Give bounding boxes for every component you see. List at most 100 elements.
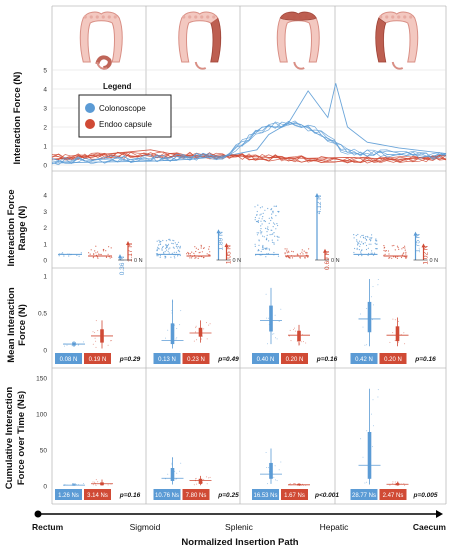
range-point-colonoscope (172, 239, 174, 241)
range-point-colonoscope (368, 252, 370, 255)
range-point-capsule (393, 256, 395, 258)
range-point-capsule (288, 257, 291, 259)
range-point-capsule (200, 244, 202, 246)
range-point-colonoscope (363, 236, 365, 238)
box-point-colonoscope (275, 479, 276, 481)
range-point-colonoscope (164, 257, 166, 259)
range-point-colonoscope (258, 217, 260, 219)
insertion-path: Rectum Sigmoid Splenic Hepatic Caecum No… (32, 510, 446, 548)
value-chip-capsule-text: 2.47 Ns (383, 493, 404, 499)
range-point-capsule (186, 253, 188, 255)
box-point-capsule (208, 324, 210, 326)
range-point-colonoscope (80, 252, 82, 254)
range-point-colonoscope (263, 236, 265, 238)
range-point-colonoscope (273, 232, 275, 234)
box-point-colonoscope (275, 337, 276, 339)
range-point-colonoscope (177, 245, 179, 248)
capsule-trace (51, 151, 447, 164)
box-point-capsule (203, 479, 205, 480)
range-point-capsule (100, 253, 102, 256)
range-arrowhead-colonoscope (216, 229, 221, 234)
range-point-capsule (188, 252, 190, 254)
range-point-capsule (288, 251, 290, 253)
range-point-capsule (383, 249, 385, 252)
range-point-capsule (404, 249, 406, 251)
range-point-colonoscope (356, 248, 358, 250)
range-point-colonoscope (367, 247, 369, 249)
range-point-colonoscope (370, 239, 372, 241)
y-tick-label: 0 (43, 348, 47, 355)
range-point-capsule (405, 257, 407, 259)
range-point-colonoscope (254, 216, 256, 219)
y-tick-label: 150 (36, 376, 47, 383)
range-point-colonoscope (167, 245, 169, 247)
range-point-capsule (383, 245, 385, 247)
range-point-colonoscope (169, 239, 171, 242)
range-point-colonoscope (260, 225, 262, 227)
range-point-colonoscope (365, 248, 368, 251)
range-point-colonoscope (266, 237, 268, 239)
arrow-head (436, 510, 443, 518)
box-point-colonoscope (266, 467, 268, 468)
range-point-capsule (191, 251, 193, 253)
value-chip-colonoscope-text: 0.13 N (158, 357, 176, 363)
range-point-colonoscope (361, 255, 363, 257)
station-splenic: Splenic (225, 522, 254, 532)
range-point-colonoscope (174, 257, 176, 259)
box-point-capsule (394, 340, 396, 341)
range-point-colonoscope (161, 248, 163, 250)
range-point-colonoscope (367, 236, 369, 238)
ylabel-cum-line2: Force over Time (Ns) (16, 391, 27, 485)
range-point-capsule (286, 252, 288, 254)
range-point-capsule (110, 247, 112, 249)
box-point-colonoscope (360, 438, 362, 440)
range-point-colonoscope (271, 217, 273, 220)
haustra (212, 15, 216, 19)
range-arrowhead-capsule (126, 240, 130, 245)
value-chip-capsule-text: 0.23 N (187, 357, 205, 363)
range-label-capsule: 1.17 N (127, 243, 134, 262)
range-point-colonoscope (255, 220, 258, 223)
range-point-colonoscope (173, 240, 175, 242)
y-tick-label: 4 (43, 193, 47, 200)
range-point-colonoscope (170, 256, 172, 258)
box-point-colonoscope (167, 473, 169, 475)
range-point-capsule (397, 246, 399, 249)
range-point-colonoscope (262, 244, 264, 247)
value-chip-colonoscope-text: 1.26 Ns (58, 493, 79, 499)
range-point-colonoscope (367, 254, 369, 257)
range-point-colonoscope (273, 242, 275, 244)
range-point-colonoscope (369, 238, 371, 240)
range-point-capsule (394, 249, 396, 251)
range-point-capsule (284, 248, 286, 250)
range-point-colonoscope (165, 240, 168, 242)
range-point-colonoscope (276, 223, 278, 225)
legend: Legend Colonoscope Endoo capsule (78, 82, 172, 138)
range-point-colonoscope (276, 235, 278, 237)
range-point-colonoscope (267, 207, 269, 210)
range-point-capsule (95, 252, 97, 254)
range-point-capsule (389, 257, 391, 259)
box-point-capsule (392, 318, 394, 320)
range-point-colonoscope (273, 243, 275, 245)
range-point-colonoscope (370, 237, 372, 239)
range-point-colonoscope (254, 206, 256, 208)
box-point-colonoscope (278, 321, 280, 322)
box-point-capsule (94, 337, 96, 339)
colonoscope-trace (51, 120, 447, 166)
ylabel-range-line1: Interaction Force (6, 189, 17, 266)
range-point-capsule (99, 253, 101, 255)
range-point-colonoscope (158, 244, 160, 246)
range-point-colonoscope (371, 234, 373, 236)
range-point-colonoscope (156, 248, 158, 250)
box-point-colonoscope (371, 446, 373, 448)
range-point-colonoscope (256, 234, 259, 236)
range-point-colonoscope (254, 219, 256, 221)
range-point-colonoscope (357, 233, 359, 236)
box-point-capsule (290, 340, 292, 342)
range-point-colonoscope (261, 206, 263, 208)
range-point-colonoscope (165, 249, 168, 251)
haustra (200, 15, 204, 19)
range-point-colonoscope (265, 227, 267, 229)
box-point-capsule (300, 341, 302, 343)
